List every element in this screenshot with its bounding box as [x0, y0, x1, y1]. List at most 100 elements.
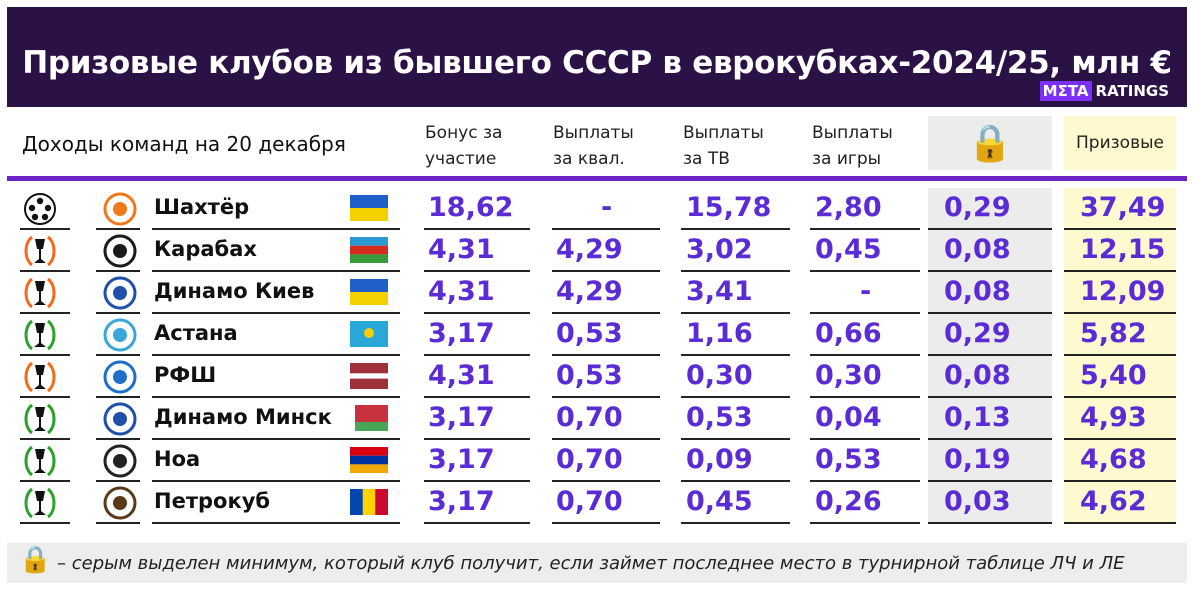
table-row: Астана 3,17 0,53 1,16 0,66 0,29 5,82: [0, 314, 1197, 356]
row-underline: [810, 438, 920, 440]
value-bonus: 4,31: [428, 276, 495, 307]
row-underline: [20, 396, 70, 398]
brand-meta: MΣTA: [1039, 81, 1092, 101]
row-underline: [928, 438, 1052, 440]
flag-icon: [350, 405, 388, 431]
champions-league-icon: [22, 191, 58, 227]
row-underline: [552, 354, 660, 356]
row-underline: [96, 270, 140, 272]
flag-icon: [350, 447, 388, 473]
footer-note: 🔒 – серым выделен минимум, который клуб …: [7, 543, 1187, 583]
table-row: РФШ 4,31 0,53 0,30 0,30 0,08 5,40: [0, 356, 1197, 398]
value-tv: 0,30: [686, 360, 753, 391]
value-games: 0,26: [815, 486, 882, 517]
row-underline: [96, 228, 140, 230]
value-bonus: 4,31: [428, 234, 495, 265]
row-underline: [152, 480, 400, 482]
row-underline: [152, 396, 400, 398]
header-divider: [7, 176, 1187, 181]
value-games: 0,45: [815, 234, 882, 265]
row-underline: [552, 396, 660, 398]
prize-cell-bg: [1064, 440, 1176, 480]
value-qual: 0,53: [556, 318, 623, 349]
row-underline: [20, 228, 70, 230]
row-underline: [424, 228, 530, 230]
value-min: 0,08: [944, 234, 1011, 265]
prize-cell-bg: [1064, 188, 1176, 228]
value-games: 2,80: [815, 192, 882, 223]
prize-cell-bg: [1064, 314, 1176, 354]
value-tv: 3,41: [686, 276, 753, 307]
club-name: Петрокуб: [154, 489, 271, 513]
row-underline: [928, 270, 1052, 272]
table-row: Динамо Киев 4,31 4,29 3,41 - 0,08 12,09: [0, 272, 1197, 314]
row-underline: [424, 312, 530, 314]
row-underline: [681, 312, 790, 314]
row-underline: [810, 228, 920, 230]
value-tv: 1,16: [686, 318, 753, 349]
club-crest-icon: [102, 317, 138, 353]
value-tv: 0,09: [686, 444, 753, 475]
col-header-bonus: Бонус за участие: [425, 123, 503, 169]
row-underline: [20, 354, 70, 356]
row-underline: [681, 480, 790, 482]
lock-cell-bg: [928, 314, 1052, 354]
table-row: Динамо Минск 3,17 0,70 0,53 0,04 0,13 4,93: [0, 398, 1197, 440]
row-underline: [928, 480, 1052, 482]
row-underline: [810, 354, 920, 356]
value-bonus: 3,17: [428, 486, 495, 517]
value-qual: 0,70: [556, 444, 623, 475]
table-row: Карабах 4,31 4,29 3,02 0,45 0,08 12,15: [0, 230, 1197, 272]
row-underline: [810, 480, 920, 482]
row-underline: [1064, 438, 1176, 440]
value-tv: 3,02: [686, 234, 753, 265]
value-bonus: 3,17: [428, 444, 495, 475]
lock-cell-bg: [928, 398, 1052, 438]
chart-title: Призовые клубов из бывшего СССР в евроку…: [22, 45, 1172, 81]
table-row: Ноа 3,17 0,70 0,09 0,53 0,19 4,68: [0, 440, 1197, 482]
row-underline: [1064, 396, 1176, 398]
row-underline: [681, 522, 790, 524]
value-tv: 0,53: [686, 402, 753, 433]
row-underline: [681, 396, 790, 398]
value-min: 0,13: [944, 402, 1011, 433]
row-underline: [681, 438, 790, 440]
value-min: 0,08: [944, 360, 1011, 391]
value-qual: -: [601, 192, 613, 223]
value-prize: 5,82: [1080, 318, 1147, 349]
row-underline: [810, 522, 920, 524]
lock-cell-bg: [928, 440, 1052, 480]
lock-cell-bg: [928, 188, 1052, 228]
row-underline: [424, 522, 530, 524]
table-row: Шахтёр 18,62 - 15,78 2,80 0,29 37,49: [0, 188, 1197, 230]
club-crest-icon: [102, 443, 138, 479]
row-underline: [424, 270, 530, 272]
flag-icon: [350, 279, 388, 305]
club-crest-icon: [102, 275, 138, 311]
flag-icon: [350, 195, 388, 221]
value-min: 0,08: [944, 276, 1011, 307]
row-underline: [681, 354, 790, 356]
row-underline: [20, 480, 70, 482]
row-underline: [96, 438, 140, 440]
value-min: 0,03: [944, 486, 1011, 517]
flag-icon: [350, 237, 388, 263]
europa-league-icon: [22, 233, 58, 269]
club-name: РФШ: [154, 363, 217, 387]
value-qual: 0,53: [556, 360, 623, 391]
lock-icon: 🔒: [19, 545, 52, 575]
value-prize: 4,68: [1080, 444, 1147, 475]
club-name: Астана: [154, 321, 238, 345]
value-min: 0,19: [944, 444, 1011, 475]
club-name: Динамо Минск: [154, 405, 332, 429]
row-underline: [20, 438, 70, 440]
col-header-qual: Выплаты за квал.: [553, 123, 634, 169]
value-games: 0,30: [815, 360, 882, 391]
table-row: Петрокуб 3,17 0,70 0,45 0,26 0,03 4,62: [0, 482, 1197, 524]
row-underline: [20, 270, 70, 272]
club-crest-icon: [102, 401, 138, 437]
row-underline: [552, 228, 660, 230]
flag-icon: [350, 321, 388, 347]
club-crest-icon: [102, 233, 138, 269]
table-subtitle: Доходы команд на 20 декабря: [22, 132, 346, 156]
